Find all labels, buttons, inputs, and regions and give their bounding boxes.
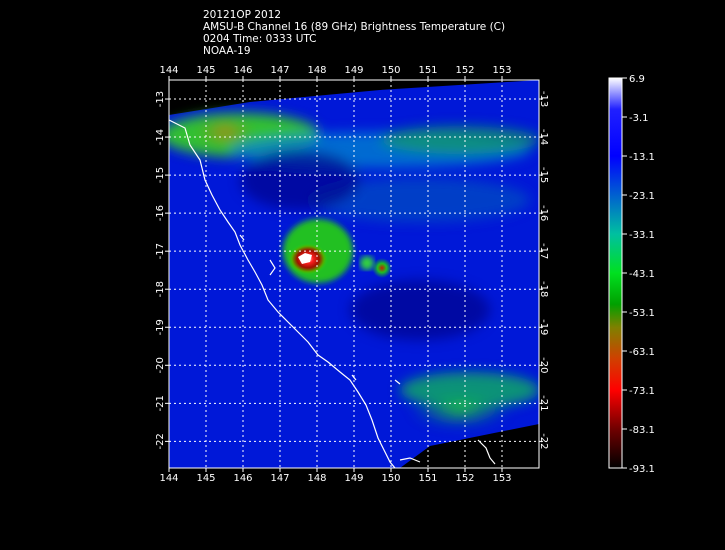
coastline xyxy=(169,119,496,468)
lat-tick-label: -14 xyxy=(538,129,549,145)
colorbar-label: -73.1 xyxy=(629,386,655,397)
lon-tick-label: 150 xyxy=(381,473,400,484)
lat-tick-label: -21 xyxy=(155,395,166,411)
colorbar-label: -33.1 xyxy=(629,230,655,241)
lon-tick-label: 151 xyxy=(418,473,437,484)
lon-tick-label: 146 xyxy=(233,65,252,76)
lat-tick-label: -21 xyxy=(538,395,549,411)
lon-tick-label: 148 xyxy=(307,473,326,484)
lon-tick-label: 153 xyxy=(492,65,511,76)
lon-tick-label: 149 xyxy=(344,65,363,76)
lon-tick-label: 147 xyxy=(270,65,289,76)
lat-labels-left: -13 -14 -15 -16 -17 -18 -19 -20 -21 -22 xyxy=(155,91,166,450)
lat-tick-label: -22 xyxy=(538,433,549,449)
lon-tick-label: 145 xyxy=(196,473,215,484)
map-frame xyxy=(168,79,540,469)
lat-tick-label: -18 xyxy=(538,281,549,297)
lat-tick-label: -22 xyxy=(155,433,166,449)
lat-tick-label: -16 xyxy=(155,205,166,221)
colorbar-label: -13.1 xyxy=(629,152,655,163)
time-title: 0204 Time: 0333 UTC xyxy=(203,33,317,45)
lat-tick-label: -18 xyxy=(155,281,166,297)
lon-tick-label: 145 xyxy=(196,65,215,76)
lat-tick-label: -19 xyxy=(155,319,166,335)
colorbar xyxy=(608,77,623,469)
lat-lon-grid xyxy=(165,76,543,472)
colorbar-label: -63.1 xyxy=(629,347,655,358)
lon-tick-label: 150 xyxy=(381,65,400,76)
lon-tick-label: 149 xyxy=(344,473,363,484)
lat-tick-label: -13 xyxy=(538,91,549,107)
colorbar-label: -53.1 xyxy=(629,308,655,319)
lat-tick-label: -19 xyxy=(538,319,549,335)
lat-labels-right: -13 -14 -15 -16 -17 -18 -19 -20 -21 -22 xyxy=(538,91,549,450)
lon-tick-label: 152 xyxy=(455,473,474,484)
colorbar-labels: 6.9 -3.1 -13.1 -23.1 -33.1 -43.1 -53.1 -63.1 -73… xyxy=(622,74,655,475)
lon-tick-label: 148 xyxy=(307,65,326,76)
lat-tick-label: -14 xyxy=(155,129,166,145)
lon-tick-label: 147 xyxy=(270,473,289,484)
lon-tick-label: 144 xyxy=(159,473,178,484)
lat-tick-label: -13 xyxy=(155,91,166,107)
lat-tick-label: -20 xyxy=(155,357,166,373)
storm-id-title: 20121OP 2012 xyxy=(203,9,282,21)
lon-tick-label: 144 xyxy=(159,65,178,76)
lon-tick-label: 146 xyxy=(233,473,252,484)
lat-tick-label: -15 xyxy=(538,167,549,183)
lon-labels-bottom: 144 145 146 147 148 149 150 151 152 153 xyxy=(159,473,511,484)
lat-tick-label: -17 xyxy=(538,243,549,259)
colorbar-label: -3.1 xyxy=(629,113,649,124)
lon-labels-top: 144 145 146 147 148 149 150 151 152 153 xyxy=(159,65,511,76)
lat-tick-label: -17 xyxy=(155,243,166,259)
colorbar-label: -23.1 xyxy=(629,191,655,202)
lon-tick-label: 153 xyxy=(492,473,511,484)
colorbar-label: 6.9 xyxy=(629,74,645,85)
colorbar-label: -43.1 xyxy=(629,269,655,280)
lon-tick-label: 152 xyxy=(455,65,474,76)
lat-tick-label: -15 xyxy=(155,167,166,183)
satellite-title: NOAA-19 xyxy=(203,45,251,57)
lon-tick-label: 151 xyxy=(418,65,437,76)
lat-tick-label: -20 xyxy=(538,357,549,373)
colorbar-label: -93.1 xyxy=(629,464,655,475)
brightness-temperature-imagery xyxy=(169,80,539,468)
product-title: AMSU-B Channel 16 (89 GHz) Brightness Te… xyxy=(203,21,506,33)
colorbar-label: -83.1 xyxy=(629,425,655,436)
lat-tick-label: -16 xyxy=(538,205,549,221)
